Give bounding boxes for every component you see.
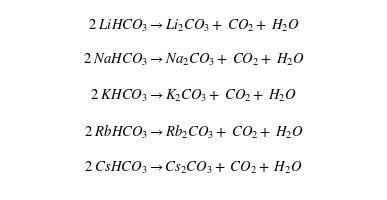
Text: $\mathit{2\ RbHCO_3 \rightarrow Rb_2CO_3 +\ CO_2 +\ H_2O}$: $\mathit{2\ RbHCO_3 \rightarrow Rb_2CO_3… — [84, 123, 303, 141]
Text: $\mathit{2\ NaHCO_3 \rightarrow Na_2CO_3 +\ CO_2 +\ H_2O}$: $\mathit{2\ NaHCO_3 \rightarrow Na_2CO_3… — [83, 52, 304, 68]
Text: $\mathit{2\ CsHCO_3 \rightarrow Cs_2CO_3 +\ CO_2 +\ H_2O}$: $\mathit{2\ CsHCO_3 \rightarrow Cs_2CO_3… — [84, 160, 303, 176]
Text: $\mathit{2\ KHCO_3 \rightarrow K_2CO_3 +\ CO_2 +\ H_2O}$: $\mathit{2\ KHCO_3 \rightarrow K_2CO_3 +… — [90, 88, 297, 104]
Text: $\mathit{2\ LiHCO_3 \rightarrow Li_2CO_3 +\ CO_2 +\ H_2O}$: $\mathit{2\ LiHCO_3 \rightarrow Li_2CO_3… — [87, 18, 300, 34]
